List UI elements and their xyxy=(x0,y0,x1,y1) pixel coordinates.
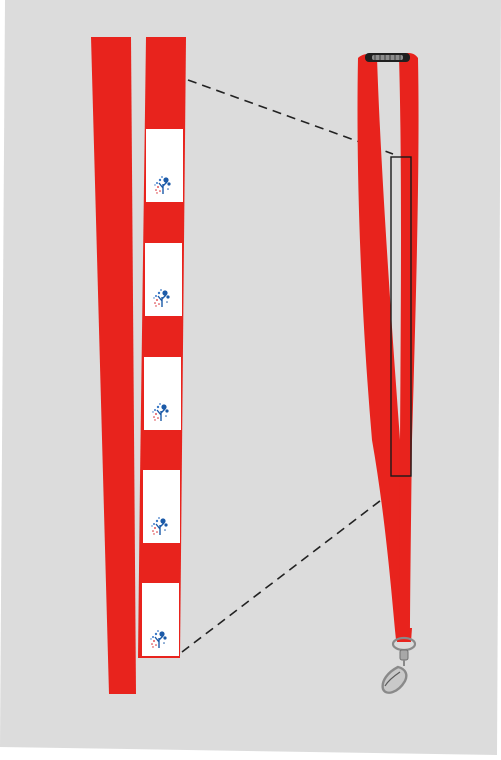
logo-label xyxy=(145,243,182,316)
swivel-snap-hook-icon xyxy=(381,636,417,694)
lanyard-full-view xyxy=(357,52,419,694)
zoom-highlight-frame xyxy=(390,156,412,477)
logo-label xyxy=(142,583,179,656)
lanyard-right-strand xyxy=(398,52,419,641)
logo-label xyxy=(146,129,183,202)
zoom-connector-bottom xyxy=(181,477,411,653)
logo-label xyxy=(143,470,180,543)
label-patches xyxy=(142,129,183,656)
logo-label xyxy=(144,357,181,430)
breakaway-safety-clasp-icon xyxy=(365,53,410,62)
strap-enlarged-left xyxy=(91,37,136,694)
lanyard-left-strand xyxy=(357,54,410,641)
